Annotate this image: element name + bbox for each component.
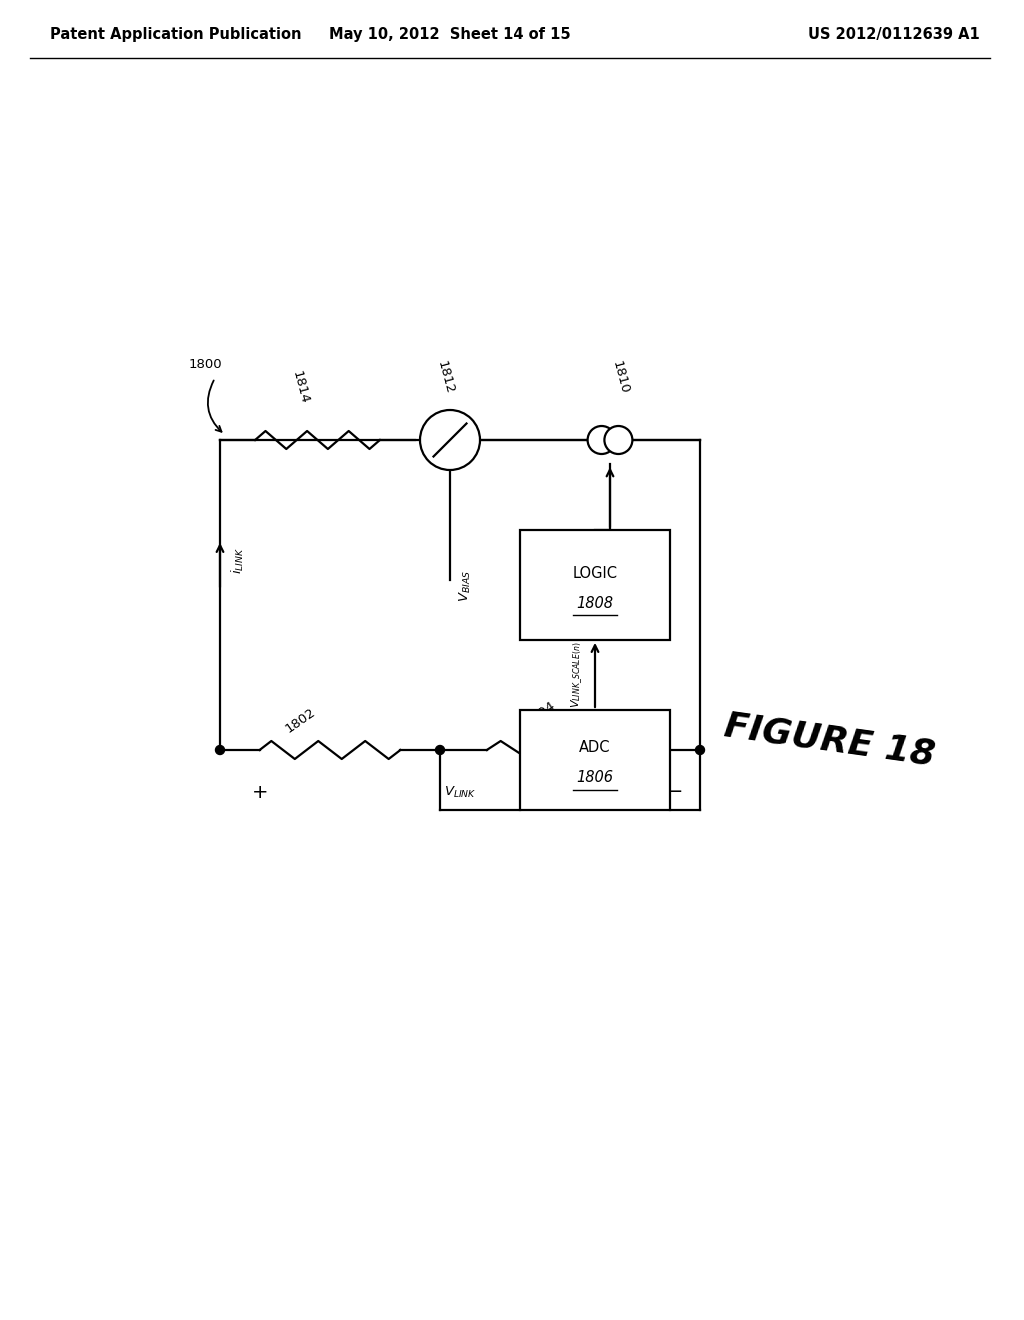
Text: −: −: [667, 783, 683, 801]
Circle shape: [215, 746, 224, 755]
Text: +: +: [252, 783, 268, 801]
Text: 1808: 1808: [577, 595, 613, 610]
Circle shape: [604, 426, 633, 454]
Text: ADC: ADC: [580, 741, 610, 755]
Text: 1800: 1800: [188, 359, 222, 371]
Text: US 2012/0112639 A1: US 2012/0112639 A1: [808, 28, 980, 42]
Text: 1814: 1814: [290, 370, 310, 405]
Text: Patent Application Publication: Patent Application Publication: [50, 28, 301, 42]
Text: May 10, 2012  Sheet 14 of 15: May 10, 2012 Sheet 14 of 15: [329, 28, 570, 42]
Bar: [520, 710, 670, 810]
Circle shape: [435, 746, 444, 755]
Text: $V_{LINK\_SCALE(n)}$: $V_{LINK\_SCALE(n)}$: [569, 642, 585, 709]
Text: $V_{BIAS}$: $V_{BIAS}$: [458, 570, 473, 602]
Text: LOGIC: LOGIC: [572, 565, 617, 581]
Text: $V_{LINK}$: $V_{LINK}$: [443, 784, 476, 800]
Text: 1804: 1804: [522, 698, 557, 729]
Text: 1812: 1812: [434, 359, 456, 395]
Text: 1810: 1810: [609, 359, 631, 395]
Text: FIGURE 18: FIGURE 18: [722, 709, 938, 772]
Circle shape: [695, 746, 705, 755]
Bar: [520, 531, 670, 640]
Text: $i_{LINK}$: $i_{LINK}$: [230, 546, 246, 574]
Circle shape: [588, 426, 615, 454]
Text: 1806: 1806: [577, 771, 613, 785]
Text: 1802: 1802: [283, 705, 317, 735]
Circle shape: [420, 411, 480, 470]
